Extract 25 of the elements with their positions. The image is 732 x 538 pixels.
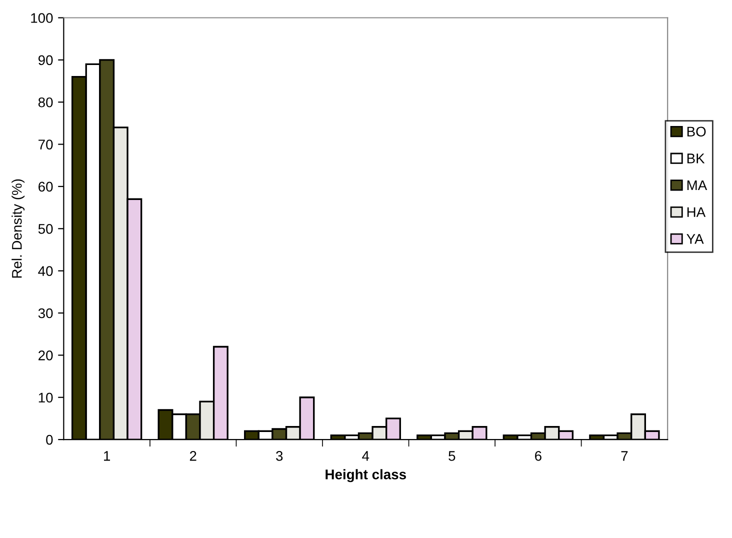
y-tick-label: 20 <box>38 350 53 360</box>
y-tick-label: 90 <box>38 55 53 66</box>
y-tick-label: 60 <box>38 182 53 192</box>
x-tick-label: 7 <box>621 451 628 461</box>
y-tick-label: 100 <box>31 13 53 23</box>
legend-label: BK <box>687 154 705 164</box>
x-tick-label: 6 <box>535 451 542 461</box>
x-axis-title: Height class <box>326 469 406 482</box>
y-tick-label: 80 <box>38 97 53 108</box>
x-tick-label: 4 <box>362 451 370 461</box>
y-tick-label: 10 <box>38 392 53 403</box>
y-tick-label: 50 <box>38 224 53 234</box>
x-tick-label: 1 <box>104 451 110 461</box>
legend-label: BO <box>687 126 706 137</box>
y-tick-label: 30 <box>38 308 53 318</box>
y-tick-label: 70 <box>38 140 53 150</box>
legend-label: HA <box>687 207 706 217</box>
y-tick-label: 40 <box>38 266 53 276</box>
x-tick-label: 5 <box>448 451 456 461</box>
x-tick-label: 2 <box>190 451 196 461</box>
y-axis-title: Rel. Density (%) <box>12 179 25 278</box>
legend-label: YA <box>686 234 704 244</box>
legend-label: MA <box>687 180 708 190</box>
y-tick-label: 0 <box>46 434 53 445</box>
x-tick-label: 3 <box>276 451 283 461</box>
